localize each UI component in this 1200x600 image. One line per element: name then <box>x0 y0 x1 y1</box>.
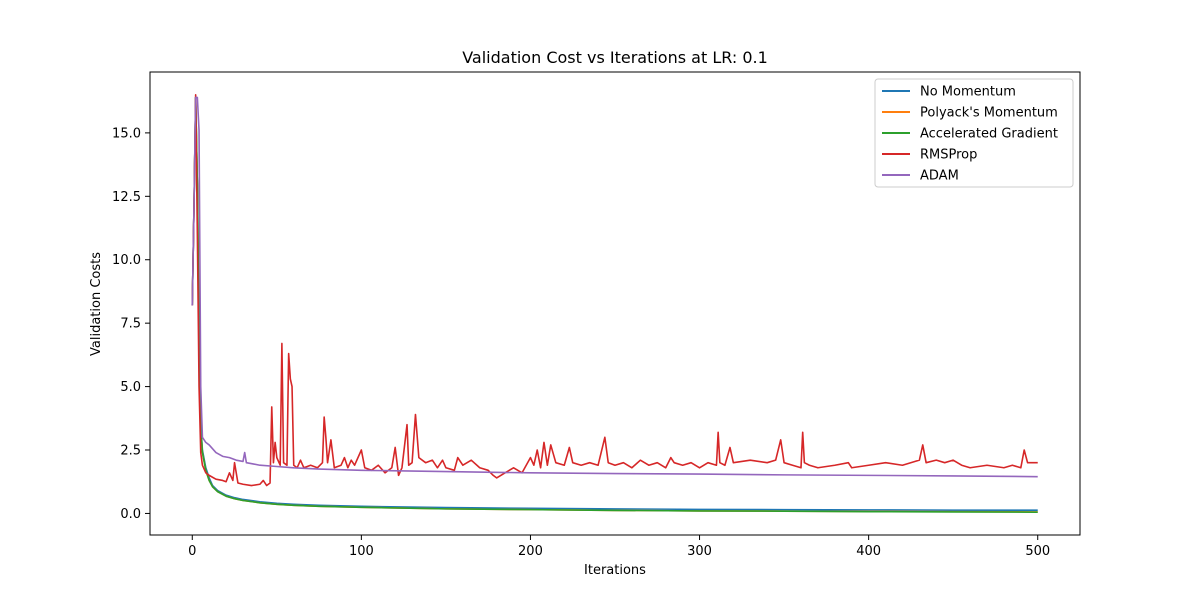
x-tick-label: 300 <box>687 544 712 559</box>
x-tick-label: 200 <box>518 544 543 559</box>
x-axis-label: Iterations <box>584 563 646 578</box>
legend-label-accelerated-gradient: Accelerated Gradient <box>920 127 1058 142</box>
y-tick-label: 15.0 <box>112 126 141 141</box>
y-tick-label: 0.0 <box>120 507 141 522</box>
plot-area <box>149 71 1081 536</box>
y-tick-label: 2.5 <box>120 444 141 459</box>
chart-title: Validation Cost vs Iterations at LR: 0.1 <box>462 48 768 67</box>
y-axis-label: Validation Costs <box>89 252 104 356</box>
legend: No Momentum Polyack's Momentum Accelerated… <box>874 78 1074 188</box>
plot-frame <box>149 71 1081 536</box>
y-tick-label: 12.5 <box>112 190 141 205</box>
x-tick-label: 400 <box>856 544 881 559</box>
series-line-rmsprop <box>191 94 1038 487</box>
legend-label-no-momentum: No Momentum <box>920 85 1016 100</box>
x-tick-label: 500 <box>1025 544 1050 559</box>
x-axis: 0 100 200 300 400 500 <box>188 535 1050 559</box>
x-tick-label: 0 <box>188 544 196 559</box>
series-line-adam <box>191 96 1038 478</box>
x-tick-label: 100 <box>349 544 374 559</box>
y-tick-label: 5.0 <box>120 380 141 395</box>
legend-label-rmsprop: RMSProp <box>920 148 977 163</box>
series-layer <box>191 94 1038 513</box>
y-axis: 0.0 2.5 5.0 7.5 10.0 12.5 15.0 <box>112 126 150 522</box>
y-tick-label: 10.0 <box>112 253 141 268</box>
legend-label-adam: ADAM <box>920 169 959 184</box>
legend-box <box>874 78 1074 188</box>
y-tick-label: 7.5 <box>120 317 141 332</box>
legend-label-polyack-s-momentum: Polyack's Momentum <box>920 106 1058 121</box>
